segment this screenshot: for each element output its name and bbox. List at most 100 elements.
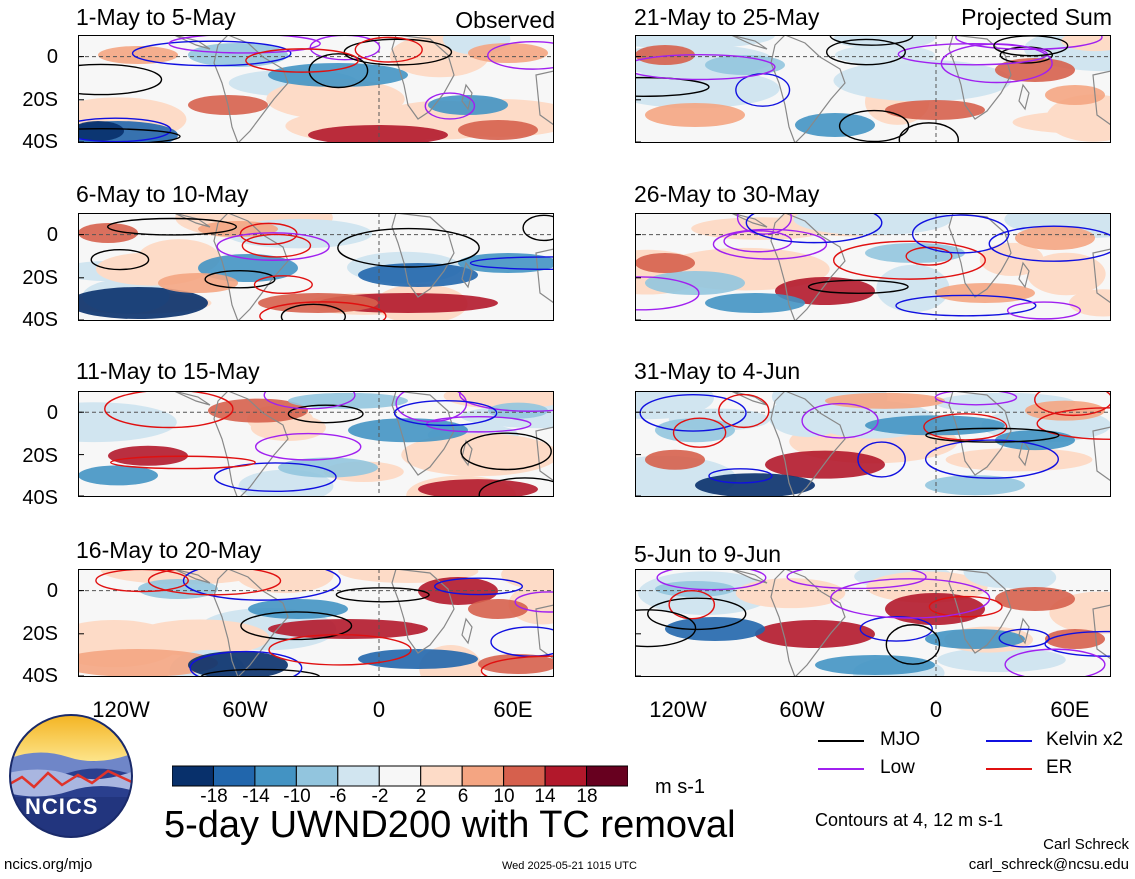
er-contour [110, 455, 256, 470]
er-contour [668, 589, 716, 620]
logo-text: NCICS [25, 794, 99, 819]
ytick-label: 0 [46, 224, 58, 246]
er-contour [718, 393, 770, 429]
low-contour [830, 578, 991, 619]
mjo-contour [838, 109, 910, 143]
mjo-contour [522, 214, 554, 242]
legend-kelvin-line [986, 740, 1032, 742]
mjo-contour [335, 587, 430, 603]
anomaly-wash [937, 647, 1066, 673]
author-email[interactable]: carl_schreck@ncsu.edu [968, 856, 1129, 873]
low-contour [955, 35, 1103, 51]
anomaly-shading [198, 254, 298, 282]
coastline [173, 391, 211, 406]
kelvin-contour [639, 393, 747, 432]
anomaly-wash [793, 213, 952, 236]
colorbar-label: 18 [576, 786, 598, 807]
xtick-label: 60E [1050, 697, 1090, 722]
anomaly-shading [755, 620, 875, 648]
coastline [770, 391, 846, 497]
legend-low-label: Low [880, 757, 915, 778]
anomaly-shading [925, 629, 1025, 649]
colorbar-label: 2 [415, 786, 427, 807]
coastline [391, 391, 455, 476]
anomaly-shading [695, 473, 815, 497]
xtick-label: 60W [222, 697, 268, 722]
er-contour [147, 569, 282, 596]
low-contour [736, 213, 792, 235]
xtick-label: 60E [493, 697, 533, 722]
ytick-label: 20S [22, 445, 58, 467]
panel-title-2: 6-May to 10-May [76, 181, 249, 207]
mjo-contour [78, 128, 181, 143]
anomaly-shading [458, 120, 538, 140]
coastline [1018, 83, 1030, 111]
anomaly-shading [815, 655, 935, 675]
site-link[interactable]: ncics.org/mjo [4, 856, 93, 873]
anomaly-shading [645, 103, 745, 127]
colorbar-swatch [212, 765, 256, 787]
coastline [730, 35, 768, 50]
anomaly-shading [925, 475, 1025, 496]
low-contour [635, 53, 776, 81]
colorbar-label: 14 [534, 786, 556, 807]
coastline [1018, 261, 1030, 289]
mjo-contour [460, 432, 552, 471]
panel-frame [78, 391, 554, 497]
anomaly-wash [735, 578, 846, 609]
er-contour [923, 413, 1008, 441]
ytick-label: 20S [22, 267, 58, 289]
colorbar-swatch [171, 765, 214, 787]
anomaly-shading [635, 45, 695, 65]
kelvin-contour [911, 214, 1010, 254]
ytick-label: 0 [46, 580, 58, 602]
anomaly-shading [865, 415, 1005, 436]
er-contour [905, 246, 953, 266]
colorbar [171, 765, 629, 792]
coastline [535, 248, 554, 304]
panel-frame [635, 391, 1111, 497]
kelvin-contour [857, 441, 906, 478]
er-contour [245, 48, 359, 73]
anomaly-shading [935, 283, 1035, 303]
coastline [535, 604, 554, 660]
coastline [535, 70, 554, 126]
mjo-contour [308, 53, 369, 89]
low-contour [514, 591, 554, 613]
coastline [948, 213, 1012, 298]
coastline [1092, 248, 1111, 304]
low-contour [263, 391, 356, 410]
mjo-contour [280, 303, 346, 321]
anomaly-shading [885, 100, 985, 120]
anomaly-shading [995, 587, 1075, 611]
coastline [213, 391, 289, 497]
low-contour [458, 391, 554, 412]
kelvin-contour [745, 213, 883, 244]
coastline [213, 569, 289, 677]
coastline [948, 391, 1012, 476]
colorbar-swatch [378, 765, 422, 787]
low-contour [168, 35, 321, 54]
legend-er-label: ER [1046, 757, 1073, 778]
mjo-contour [925, 427, 1060, 443]
er-contour [832, 240, 986, 280]
coastline [948, 569, 1012, 654]
mjo-contour [90, 248, 150, 271]
ytick-label: 40S [22, 131, 58, 153]
anomaly-shading [308, 125, 448, 143]
anomaly-shading [765, 450, 885, 479]
er-contour [241, 233, 312, 258]
coastline [770, 213, 846, 321]
mjo-contour [635, 609, 697, 648]
mjo-contour [343, 38, 453, 66]
kelvin-contour [924, 439, 1060, 479]
kelvin-contour [469, 256, 554, 271]
ytick-label: 40S [22, 309, 58, 331]
panel-title-8: 5-Jun to 9-Jun [634, 541, 782, 567]
panel-frame [78, 569, 554, 677]
coastline [1092, 604, 1111, 660]
anomaly-shading [258, 293, 378, 313]
colorbar-swatch [586, 765, 629, 787]
colorbar-label: -18 [200, 786, 228, 807]
contour-note: Contours at 4, 12 m s-1 [815, 810, 1004, 830]
